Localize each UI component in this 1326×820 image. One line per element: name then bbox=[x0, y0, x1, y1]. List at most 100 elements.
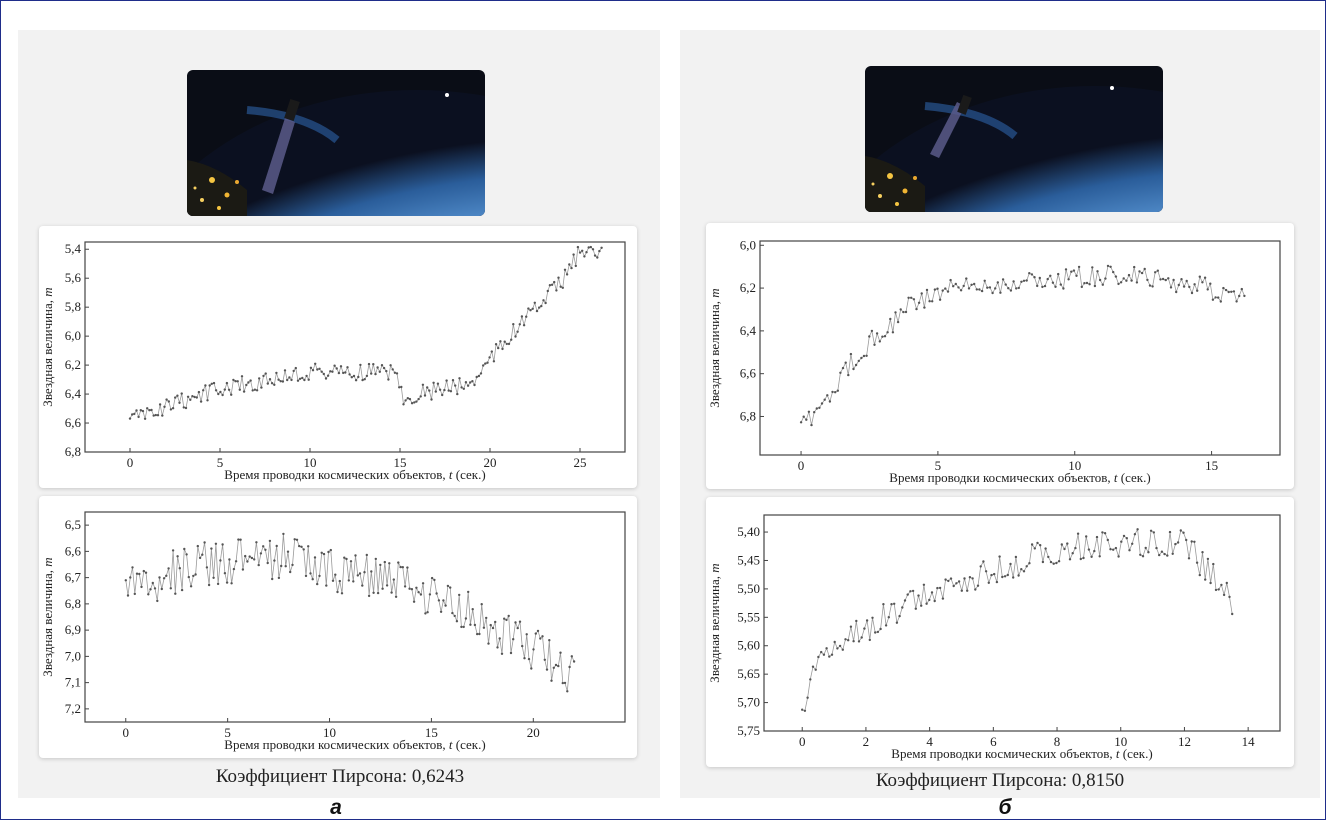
data-point bbox=[810, 423, 813, 427]
data-point bbox=[189, 398, 192, 401]
data-point bbox=[270, 382, 274, 385]
data-point bbox=[1152, 531, 1155, 534]
data-point bbox=[445, 379, 448, 382]
data-point bbox=[1064, 268, 1068, 271]
data-point bbox=[881, 335, 884, 338]
data-point bbox=[415, 400, 418, 403]
data-point bbox=[890, 603, 893, 606]
data-point bbox=[949, 278, 952, 282]
data-point bbox=[182, 406, 185, 409]
data-point bbox=[500, 652, 504, 655]
y-tick-label: 5,45 bbox=[737, 552, 760, 567]
x-tick-label: 15 bbox=[394, 455, 407, 470]
data-point bbox=[156, 414, 160, 417]
y-tick-label: 6,0 bbox=[740, 237, 756, 252]
data-point bbox=[1051, 281, 1055, 284]
satellite-earth-image-a bbox=[187, 70, 485, 216]
data-point bbox=[406, 397, 409, 400]
data-point bbox=[223, 572, 227, 575]
data-point bbox=[234, 560, 238, 563]
data-point bbox=[333, 364, 336, 367]
data-point bbox=[295, 538, 299, 541]
data-point bbox=[430, 576, 434, 580]
data-point bbox=[137, 415, 140, 419]
chart-a2: 0 5 10 15 20 6,5 6,6 6,7 6,8 6,9 7,0 7,1 7,2 Время пр… bbox=[40, 511, 626, 752]
data-point bbox=[1098, 555, 1101, 558]
data-point bbox=[999, 291, 1002, 294]
data-point bbox=[1054, 285, 1057, 288]
data-point bbox=[965, 277, 968, 280]
y-tick-label: 5,6 bbox=[65, 270, 82, 285]
data-point bbox=[392, 578, 395, 581]
data-point bbox=[432, 381, 435, 384]
data-point bbox=[1028, 272, 1031, 275]
data-point bbox=[1193, 540, 1196, 543]
data-point bbox=[585, 251, 588, 254]
data-point bbox=[185, 553, 188, 556]
data-point bbox=[966, 589, 969, 592]
data-point bbox=[178, 567, 181, 570]
data-point bbox=[1144, 546, 1147, 550]
data-point bbox=[255, 389, 259, 392]
data-point bbox=[1228, 595, 1231, 599]
data-point bbox=[986, 286, 989, 289]
data-point bbox=[1168, 530, 1172, 534]
data-point bbox=[503, 340, 506, 343]
data-point bbox=[219, 559, 222, 562]
data-point bbox=[342, 371, 345, 375]
data-point bbox=[124, 579, 128, 582]
y-tick-label: 6,4 bbox=[65, 386, 82, 401]
data-point bbox=[1049, 274, 1052, 277]
data-point bbox=[244, 554, 247, 558]
data-point bbox=[806, 696, 809, 699]
data-point bbox=[548, 284, 552, 287]
data-point bbox=[419, 395, 422, 398]
data-point bbox=[557, 664, 560, 668]
data-point bbox=[1033, 547, 1036, 550]
data-point bbox=[578, 251, 582, 254]
data-point bbox=[541, 635, 544, 638]
y-tick-label: 7,2 bbox=[65, 701, 81, 716]
data-point bbox=[980, 289, 984, 293]
data-point bbox=[277, 576, 281, 580]
data-point bbox=[480, 603, 483, 606]
data-point bbox=[389, 364, 392, 367]
data-point bbox=[1009, 289, 1013, 292]
data-point bbox=[1122, 534, 1126, 538]
data-point bbox=[503, 617, 506, 620]
data-point bbox=[230, 393, 233, 396]
data-point bbox=[521, 644, 524, 648]
data-point bbox=[205, 566, 209, 569]
data-point bbox=[273, 383, 276, 386]
data-point bbox=[359, 363, 362, 367]
data-point bbox=[589, 245, 592, 249]
data-point bbox=[131, 566, 134, 569]
data-point bbox=[844, 638, 847, 641]
data-point bbox=[893, 602, 896, 605]
data-point bbox=[1083, 282, 1086, 285]
data-point bbox=[982, 560, 985, 563]
y-tick-label: 6,2 bbox=[65, 357, 81, 372]
data-point bbox=[1125, 537, 1128, 540]
data-point bbox=[555, 289, 558, 292]
data-point bbox=[192, 574, 195, 578]
data-point bbox=[1085, 535, 1088, 538]
data-point bbox=[1077, 265, 1081, 269]
data-point bbox=[402, 403, 405, 406]
data-point bbox=[891, 331, 895, 334]
data-point bbox=[1109, 548, 1112, 551]
data-point bbox=[1231, 612, 1234, 616]
data-point bbox=[374, 372, 377, 376]
data-point bbox=[352, 580, 355, 583]
data-point bbox=[259, 552, 263, 555]
data-point bbox=[1001, 575, 1004, 579]
data-point bbox=[1079, 557, 1082, 561]
data-point bbox=[435, 592, 438, 595]
data-point bbox=[543, 658, 546, 661]
data-point bbox=[417, 591, 420, 594]
data-point bbox=[1112, 270, 1115, 274]
data-point bbox=[978, 288, 981, 291]
data-point bbox=[191, 395, 194, 398]
y-tick-label: 6,0 bbox=[65, 328, 81, 343]
y-tick-label: 5,50 bbox=[737, 581, 760, 596]
